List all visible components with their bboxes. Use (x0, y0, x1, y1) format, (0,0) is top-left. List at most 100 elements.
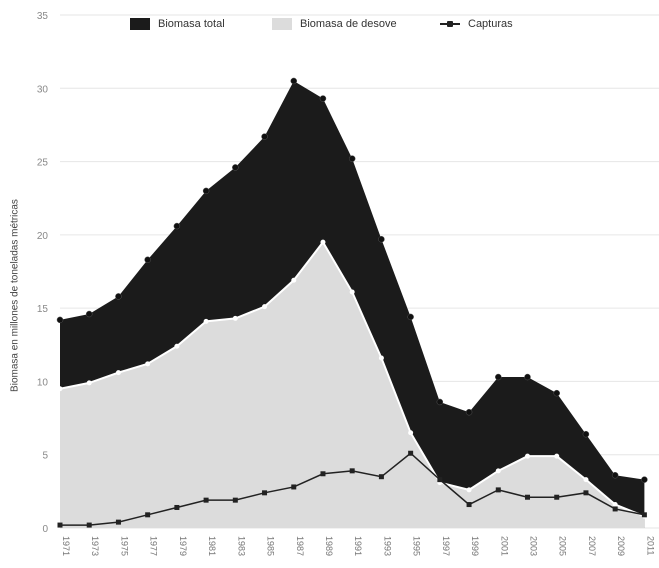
x-tick-label-2009: 2009 (616, 536, 626, 556)
point-capturas-1973 (86, 522, 92, 528)
y-tick-label-2: 10 (37, 377, 49, 388)
x-tick-label-1977: 1977 (149, 536, 159, 556)
point-biomasa-desove-1999 (466, 487, 472, 493)
point-capturas-1995 (408, 450, 414, 456)
point-biomasa-total-1973 (85, 310, 93, 318)
legend-item-biomasa-total: Biomasa total (130, 18, 225, 30)
legend-label-capturas: Capturas (468, 18, 513, 30)
point-biomasa-desove-1987 (291, 277, 297, 283)
point-biomasa-total-1991 (348, 155, 356, 162)
point-capturas-1977 (145, 512, 151, 518)
x-tick-label-2003: 2003 (529, 536, 539, 556)
x-tick-label-1997: 1997 (441, 536, 451, 556)
point-biomasa-total-2009 (611, 471, 619, 479)
x-tick-label-1993: 1993 (382, 536, 392, 556)
x-tick-label-1979: 1979 (178, 536, 188, 556)
y-tick-label-6: 30 (37, 84, 49, 95)
point-capturas-1985 (262, 490, 268, 496)
point-biomasa-desove-1985 (262, 304, 268, 310)
point-biomasa-total-1987 (290, 77, 298, 85)
y-tick-label-5: 25 (37, 158, 49, 169)
point-capturas-1975 (115, 519, 121, 525)
point-capturas-2009 (612, 506, 618, 512)
legend-swatch-biomasa-total (130, 18, 150, 30)
point-biomasa-total-1995 (407, 313, 414, 321)
x-tick-label-1991: 1991 (353, 536, 363, 556)
point-biomasa-desove-1983 (232, 315, 238, 321)
point-biomasa-desove-2001 (495, 468, 501, 474)
point-biomasa-total-1977 (144, 256, 151, 264)
point-biomasa-total-2001 (495, 373, 502, 381)
point-biomasa-desove-2003 (525, 453, 531, 459)
point-biomasa-desove-1977 (145, 361, 151, 367)
y-tick-label-3: 15 (37, 304, 49, 315)
point-biomasa-desove-2007 (583, 477, 589, 483)
legend-item-biomasa-desove: Biomasa de desove (272, 18, 397, 30)
point-biomasa-total-1981 (202, 187, 210, 195)
point-biomasa-desove-1971 (57, 386, 63, 392)
point-biomasa-total-1979 (173, 222, 181, 230)
point-biomasa-total-2005 (553, 389, 560, 397)
point-biomasa-total-1993 (378, 236, 385, 243)
point-biomasa-total-1985 (261, 133, 268, 140)
point-biomasa-total-1997 (436, 398, 444, 406)
legend-label-biomasa-total: Biomasa total (158, 18, 225, 30)
legend-label-biomasa-desove: Biomasa de desove (300, 18, 397, 30)
x-tick-label-1973: 1973 (90, 536, 100, 556)
point-capturas-1989 (320, 471, 326, 477)
point-biomasa-desove-1979 (174, 343, 180, 349)
point-capturas-1987 (291, 484, 297, 490)
point-capturas-1971 (57, 522, 63, 528)
x-tick-label-1995: 1995 (412, 536, 422, 556)
y-tick-label-7: 35 (37, 11, 49, 22)
point-capturas-1979 (174, 504, 180, 510)
point-biomasa-desove-1991 (349, 289, 355, 295)
x-tick-label-2007: 2007 (587, 536, 597, 556)
point-capturas-1981 (203, 497, 209, 503)
point-biomasa-desove-1981 (203, 318, 209, 324)
point-biomasa-desove-1989 (320, 239, 326, 245)
y-tick-label-1: 5 (42, 451, 48, 462)
point-biomasa-total-2011 (641, 476, 648, 483)
point-capturas-2007 (583, 490, 589, 496)
point-capturas-2011 (641, 512, 647, 518)
point-biomasa-total-1971 (56, 316, 64, 324)
x-tick-label-1987: 1987 (295, 536, 305, 556)
x-tick-label-1985: 1985 (266, 536, 276, 556)
legend-marker-capturas (440, 21, 460, 27)
point-capturas-1999 (466, 502, 472, 508)
point-biomasa-total-1999 (465, 408, 473, 416)
legend-swatch-biomasa-desove (272, 18, 292, 30)
y-tick-label-4: 20 (37, 231, 49, 242)
point-biomasa-desove-1973 (86, 380, 92, 386)
point-capturas-1983 (232, 497, 238, 503)
point-biomasa-desove-2009 (612, 502, 618, 508)
x-tick-label-1975: 1975 (119, 536, 129, 556)
x-tick-label-1981: 1981 (207, 536, 217, 556)
x-tick-label-1999: 1999 (470, 536, 480, 556)
point-biomasa-total-2003 (524, 373, 531, 381)
point-biomasa-total-1983 (232, 164, 239, 171)
point-biomasa-total-1975 (115, 293, 122, 300)
x-tick-label-1971: 1971 (61, 536, 71, 556)
x-tick-label-2011: 2011 (645, 536, 655, 555)
area-biomasa-desove (60, 242, 645, 528)
point-capturas-1993 (378, 474, 384, 480)
point-capturas-2001 (495, 487, 501, 493)
x-tick-label-1989: 1989 (324, 536, 334, 556)
x-tick-label-2005: 2005 (558, 536, 568, 556)
legend-item-capturas: Capturas (440, 18, 513, 30)
point-biomasa-desove-1993 (378, 355, 384, 361)
x-tick-label-1983: 1983 (236, 536, 246, 556)
point-capturas-1997 (437, 477, 443, 483)
legend: Biomasa total Biomasa de desove Capturas (120, 18, 620, 40)
y-tick-label-0: 0 (42, 524, 48, 535)
point-capturas-1991 (349, 468, 355, 474)
point-biomasa-desove-1975 (115, 370, 121, 376)
point-biomasa-total-2007 (582, 430, 590, 438)
point-biomasa-total-1989 (319, 95, 327, 102)
point-biomasa-desove-1995 (408, 430, 414, 436)
x-tick-label-2001: 2001 (499, 536, 509, 556)
point-biomasa-desove-2005 (554, 453, 560, 459)
